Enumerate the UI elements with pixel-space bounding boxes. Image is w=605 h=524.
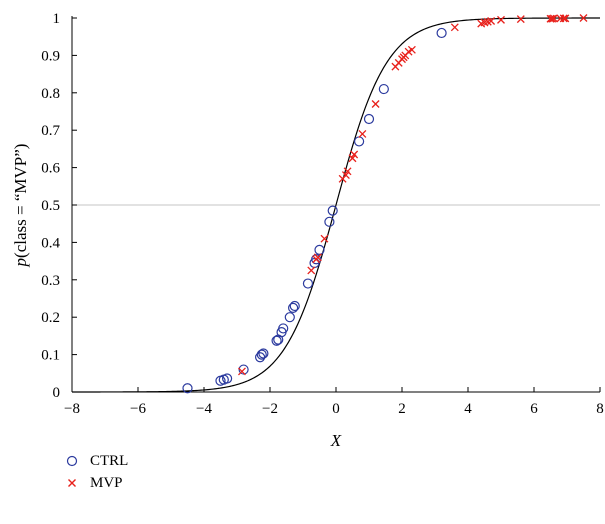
- point-mvp: [307, 266, 316, 275]
- x-stroke: [561, 14, 570, 23]
- point-ctrl: [354, 136, 365, 147]
- point-mvp: [497, 15, 505, 24]
- x-stroke: [579, 14, 588, 22]
- y-tick-label: 0.9: [41, 48, 60, 64]
- x-stroke: [548, 14, 557, 23]
- point-ctrl: [256, 349, 267, 360]
- x-tick-label: −6: [130, 401, 146, 417]
- x-stroke: [313, 253, 322, 262]
- legend-label-ctrl: CTRL: [90, 452, 129, 469]
- y-tick-label: 0.7: [41, 123, 60, 139]
- x-stroke: [307, 266, 316, 275]
- x-tick-label: 2: [398, 401, 406, 417]
- point-mvp: [579, 14, 588, 22]
- point-ctrl: [271, 335, 282, 346]
- point-mvp: [548, 14, 557, 23]
- point-ctrl: [363, 113, 375, 125]
- x-tick-label: 6: [530, 401, 538, 417]
- x-tick-label: −8: [64, 401, 80, 417]
- point-ctrl: [324, 216, 335, 227]
- x-stroke: [237, 367, 246, 376]
- point-ctrl: [311, 254, 322, 265]
- legend-item-ctrl: CTRL: [62, 450, 128, 472]
- point-ctrl: [258, 348, 269, 359]
- point-mvp: [350, 150, 359, 159]
- point-mvp: [371, 100, 380, 108]
- point-ctrl: [284, 312, 295, 323]
- x-stroke: [358, 129, 367, 138]
- x-axis-title: X: [330, 431, 342, 450]
- x-stroke: [320, 234, 329, 243]
- x-stroke: [371, 100, 380, 108]
- x-tick-label: −4: [196, 401, 212, 417]
- x-stroke: [487, 17, 496, 25]
- point-mvp: [237, 367, 246, 376]
- x-stroke: [450, 23, 459, 32]
- x-stroke: [559, 14, 568, 23]
- legend-label-mvp: MVP: [90, 474, 123, 491]
- x-stroke: [497, 15, 505, 24]
- y-tick-label: 0.8: [41, 86, 60, 102]
- x-stroke: [549, 14, 558, 23]
- point-mvp: [407, 45, 416, 54]
- axis-labels-layer: Xp(class = “MVP”): [11, 144, 342, 450]
- point-ctrl: [255, 352, 266, 363]
- x-stroke: [516, 15, 525, 24]
- x-tick-label: 0: [332, 401, 340, 417]
- point-ctrl: [288, 302, 299, 313]
- point-ctrl: [327, 205, 338, 216]
- circle-marker-icon: [66, 455, 78, 467]
- y-axis-title-p: p: [11, 258, 30, 268]
- x-marker-icon: [68, 479, 76, 487]
- y-tick-label: 0.3: [41, 273, 60, 289]
- point-ctrl: [314, 244, 325, 255]
- point-mvp: [450, 23, 459, 32]
- point-mvp: [516, 15, 525, 24]
- point-ctrl: [222, 373, 233, 384]
- axes-layer: 0 0.1 0.2 0.3 0.4 0.5 0.6 0.7 0.8 0.9 1 −8 −6 −4 −2 0 2 4…: [41, 11, 604, 417]
- x-tick-label: 8: [596, 401, 604, 417]
- x-tick-label: −2: [262, 401, 278, 417]
- legend-item-mvp: MVP: [62, 472, 128, 494]
- point-ctrl: [238, 364, 249, 375]
- y-tick-label: 1: [53, 11, 61, 27]
- point-ctrl: [436, 27, 447, 39]
- point-ctrl: [302, 278, 314, 289]
- point-mvp: [487, 17, 496, 25]
- legend: CTRL MVP: [62, 450, 128, 494]
- point-ctrl: [278, 323, 289, 334]
- y-axis-title: p(class = “MVP”): [11, 144, 30, 268]
- y-tick-label: 0: [53, 385, 61, 401]
- point-mvp: [546, 14, 555, 23]
- y-axis-title-rest: (class = “MVP”): [11, 144, 30, 258]
- x-stroke: [343, 167, 352, 176]
- points-layer: [182, 14, 588, 394]
- point-ctrl: [289, 300, 300, 312]
- point-mvp: [561, 14, 570, 23]
- point-mvp: [358, 129, 367, 138]
- y-tick-label: 0.4: [41, 235, 60, 251]
- point-mvp: [549, 14, 558, 23]
- point-mvp: [313, 253, 322, 262]
- y-tick-label: 0.5: [41, 198, 60, 214]
- point-mvp: [559, 14, 568, 23]
- point-mvp: [320, 234, 329, 243]
- y-tick-label: 0.2: [41, 310, 60, 326]
- x-stroke: [350, 150, 359, 159]
- x-tick-label: 4: [464, 401, 472, 417]
- y-tick-label: 0.1: [41, 348, 60, 364]
- x-stroke: [407, 45, 416, 54]
- point-ctrl: [378, 83, 389, 95]
- point-mvp: [343, 167, 352, 176]
- y-tick-label: 0.6: [41, 161, 60, 177]
- point-ctrl: [182, 383, 193, 394]
- x-stroke: [546, 14, 555, 23]
